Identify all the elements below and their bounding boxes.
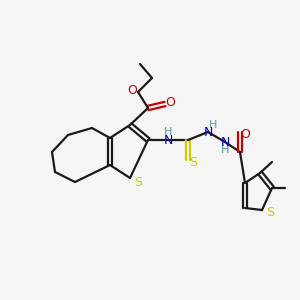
Text: S: S	[189, 157, 197, 169]
Text: O: O	[127, 83, 137, 97]
Text: N: N	[163, 134, 173, 146]
Text: O: O	[165, 95, 175, 109]
Text: S: S	[266, 206, 274, 220]
Text: H: H	[209, 120, 217, 130]
Text: H: H	[221, 145, 229, 155]
Text: O: O	[240, 128, 250, 140]
Text: N: N	[203, 125, 213, 139]
Text: S: S	[134, 176, 142, 188]
Text: N: N	[220, 136, 230, 148]
Text: H: H	[164, 127, 172, 137]
